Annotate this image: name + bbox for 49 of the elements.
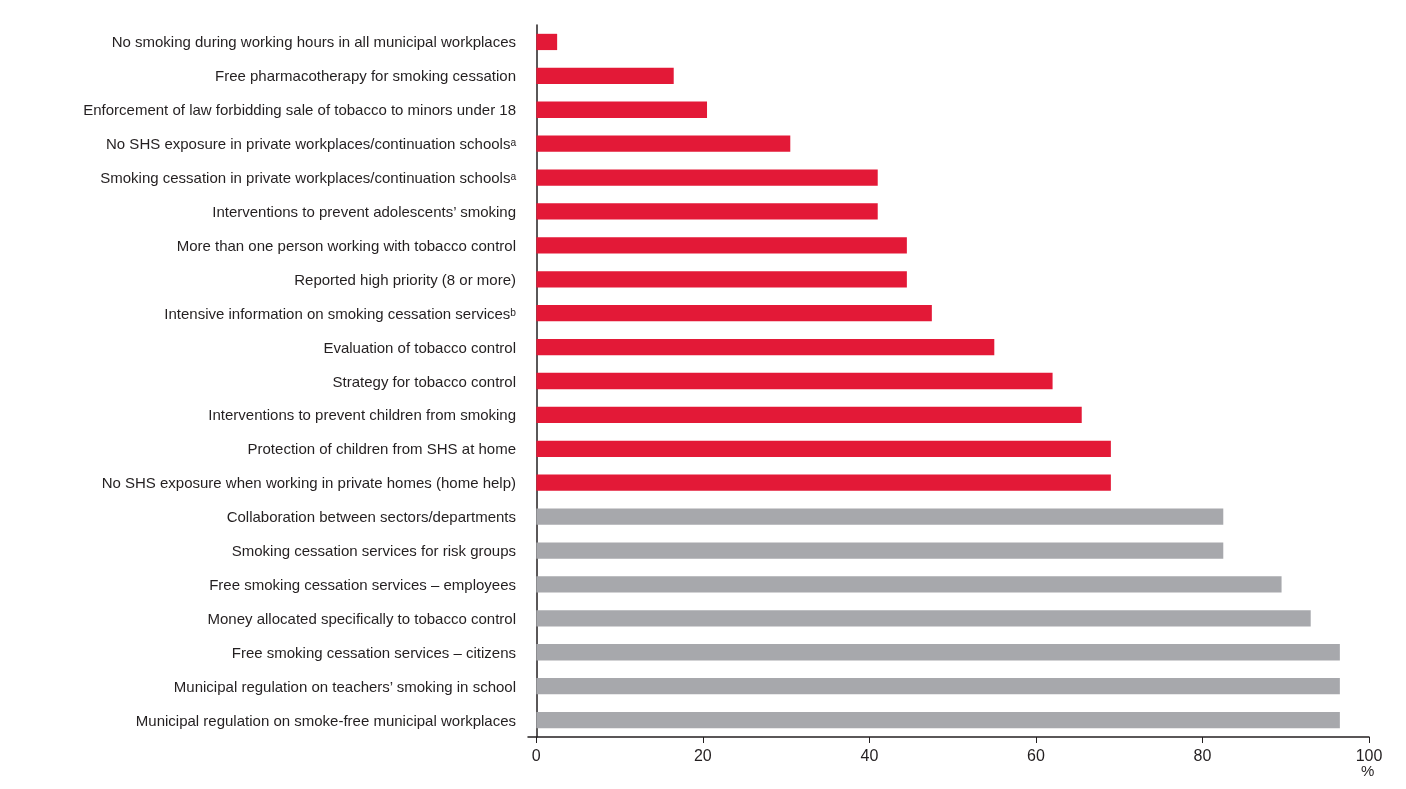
y-tick-label: No smoking during working hours in all municipal workplaces <box>111 33 516 51</box>
y-tick-label: No SHS exposure when working in private homes (home help) <box>101 474 516 492</box>
x-tick-label: 0 <box>531 746 541 764</box>
bar <box>536 135 791 152</box>
y-tick-label: Municipal regulation on smoke-free municipal workplaces <box>135 711 516 729</box>
bar <box>536 440 1111 457</box>
bar <box>536 67 674 84</box>
y-tick-label: Intensive information on smoking cessation servicesᵇ <box>164 304 517 322</box>
y-tick-label: Smoking cessation services for risk groups <box>231 542 516 560</box>
x-axis-title: % <box>1361 762 1375 779</box>
y-tick-label: Evaluation of tobacco control <box>323 338 516 356</box>
x-tick-label: 80 <box>1193 746 1212 764</box>
y-tick-label: No SHS exposure in private workplaces/continuation schoolsᵃ <box>106 135 517 153</box>
bar <box>536 610 1311 627</box>
y-tick-label: Money allocated specifically to tobacco control <box>207 609 516 627</box>
y-tick-label: Smoking cessation in private workplaces/continuation schoolsᵃ <box>100 169 517 187</box>
bar <box>536 372 1053 390</box>
bar <box>536 271 907 288</box>
bar <box>536 237 907 254</box>
bar <box>536 576 1282 593</box>
y-tick-label: Enforcement of law forbidding sale of tobacco to minors under 18 <box>83 101 516 119</box>
y-tick-label: Strategy for tobacco control <box>332 372 516 390</box>
bar <box>536 474 1111 491</box>
y-tick-label: Collaboration between sectors/departments <box>226 508 516 526</box>
bar <box>536 508 1224 525</box>
bar <box>536 305 932 322</box>
bar <box>536 711 1340 729</box>
bar <box>536 644 1340 661</box>
y-tick-label: Interventions to prevent children from smoking <box>208 406 516 424</box>
y-tick-label: Reported high priority (8 or more) <box>294 270 516 288</box>
bar <box>536 101 708 118</box>
x-tick-label: 100 <box>1355 746 1383 764</box>
bar <box>536 406 1082 424</box>
y-tick-label: Free pharmacotherapy for smoking cessation <box>215 67 516 85</box>
bar <box>536 169 878 186</box>
y-tick-label: More than one person working with tobacco control <box>176 236 516 254</box>
y-tick-label: Municipal regulation on teachers’ smoking in school <box>173 677 516 695</box>
bar <box>536 678 1340 695</box>
bar <box>536 203 878 220</box>
bar <box>536 338 995 356</box>
y-tick-label: Interventions to prevent adolescents’ smoking <box>212 202 516 220</box>
x-tick-label: 60 <box>1027 746 1045 764</box>
y-tick-label: Free smoking cessation services – employees <box>209 575 516 593</box>
bar <box>536 542 1224 559</box>
y-tick-label: Free smoking cessation services – citizens <box>231 643 516 661</box>
y-tick-label: Protection of children from SHS at home <box>247 440 516 458</box>
x-tick-label: 20 <box>693 746 712 764</box>
x-tick-label: 40 <box>860 746 879 764</box>
bar <box>536 33 558 51</box>
